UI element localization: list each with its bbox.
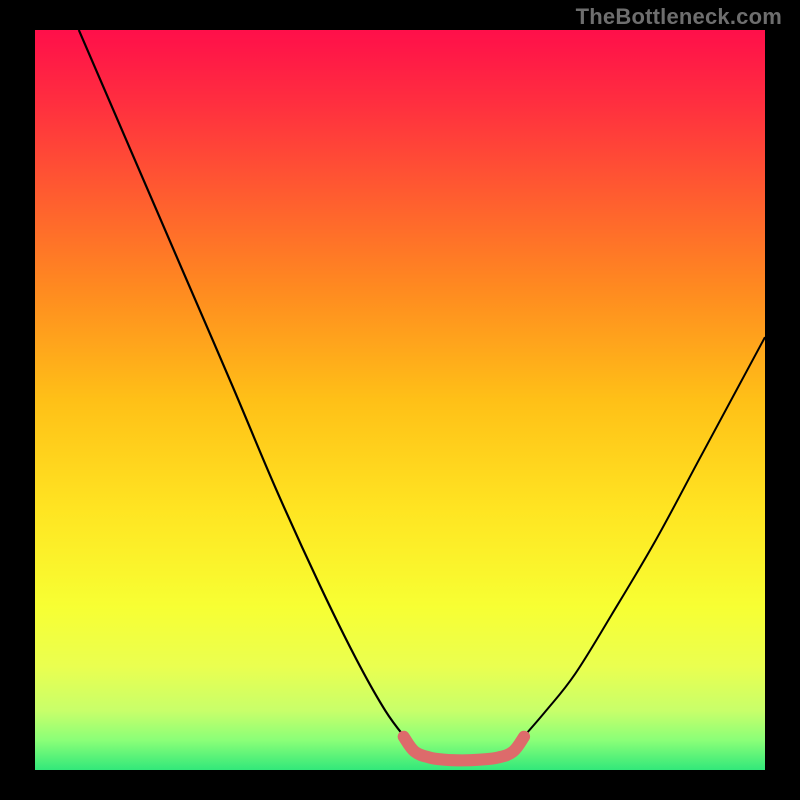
gradient-background — [35, 30, 765, 770]
plot-area — [35, 30, 765, 770]
chart-container: TheBottleneck.com — [0, 0, 800, 800]
chart-svg — [35, 30, 765, 770]
watermark-text: TheBottleneck.com — [576, 4, 782, 30]
